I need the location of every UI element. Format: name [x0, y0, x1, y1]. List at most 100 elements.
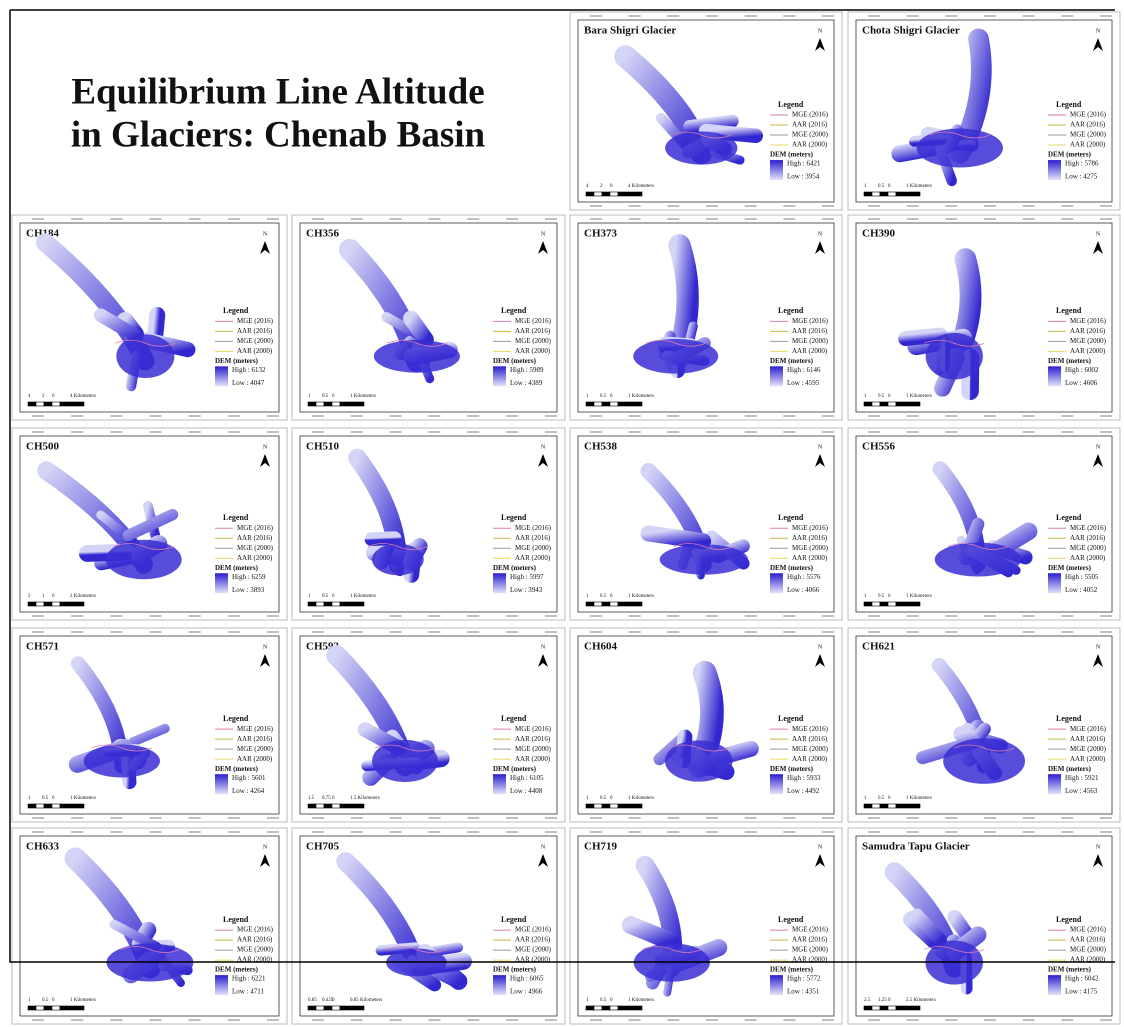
- legend-item: MGE (2016): [792, 317, 829, 325]
- title-line: in Glaciers: Chenab Basin: [71, 114, 486, 155]
- glacier-basin: [660, 544, 748, 574]
- scale-label: 1.25: [878, 998, 887, 1003]
- dem-ramp: [770, 366, 783, 386]
- north-label: N: [818, 644, 823, 650]
- scale-label: 1 Kilometers: [628, 998, 654, 1003]
- scale-label: 0.5: [878, 394, 885, 399]
- dem-low: Low : 3893: [232, 586, 265, 594]
- scale-label: 0.5: [42, 998, 49, 1003]
- legend-item: MGE (2000): [237, 745, 274, 753]
- glacier-name: CH390: [862, 228, 896, 240]
- scale-segment: [586, 402, 594, 406]
- dem-high: High : 5576: [787, 573, 821, 581]
- glacier-name: CH373: [584, 228, 618, 240]
- dem-low: Low : 4351: [787, 988, 820, 996]
- dem-title: DEM (meters): [770, 765, 814, 773]
- legend-item: AAR (2016): [515, 534, 551, 542]
- scale-segment: [602, 804, 610, 808]
- dem-high: High : 5772: [787, 975, 821, 983]
- scale-segment: [586, 1006, 594, 1010]
- legend-title: Legend: [778, 915, 804, 924]
- dem-title: DEM (meters): [1048, 564, 1092, 572]
- north-label: N: [541, 644, 546, 650]
- map-panel: CH621NLegendMGE (2016)AAR (2016)MGE (200…: [848, 628, 1120, 822]
- glacier-basin: [917, 129, 1003, 168]
- scale-segment: [594, 1006, 602, 1010]
- scale-segment: [896, 804, 920, 808]
- glacier-branch: [372, 538, 395, 539]
- scale-segment: [586, 804, 594, 808]
- dem-high: High : 6146: [787, 366, 821, 374]
- scale-segment: [44, 804, 52, 808]
- legend-item: MGE (2000): [1070, 745, 1107, 753]
- legend-title: Legend: [223, 513, 249, 522]
- scale-label: 1 Kilometers: [906, 394, 932, 399]
- scale-segment: [340, 1006, 364, 1010]
- scale-segment: [896, 402, 920, 406]
- scale-segment: [610, 1006, 618, 1010]
- dem-title: DEM (meters): [1048, 966, 1092, 974]
- legend-item: AAR (2000): [792, 141, 828, 149]
- legend-item: AAR (2016): [237, 936, 273, 944]
- legend-title: Legend: [501, 915, 527, 924]
- scale-segment: [594, 402, 602, 406]
- legend-item: MGE (2000): [515, 745, 552, 753]
- dem-low: Low : 4606: [1065, 379, 1098, 387]
- legend-item: MGE (2000): [1070, 131, 1107, 139]
- scale-segment: [52, 804, 60, 808]
- scale-label: 2 Kilometers: [70, 594, 96, 599]
- scale-segment: [610, 804, 618, 808]
- north-label: N: [263, 444, 268, 450]
- dem-low: Low : 4563: [1065, 787, 1098, 795]
- dem-title: DEM (meters): [215, 357, 259, 365]
- legend-item: AAR (2000): [515, 755, 551, 763]
- scale-segment: [36, 1006, 44, 1010]
- scale-segment: [60, 1006, 84, 1010]
- scale-segment: [52, 402, 60, 406]
- scale-segment: [332, 602, 340, 606]
- scale-segment: [44, 1006, 52, 1010]
- north-label: N: [1096, 444, 1101, 450]
- legend-title: Legend: [223, 306, 249, 315]
- glacier-name: CH510: [306, 441, 340, 453]
- scale-label: 1 Kilometers: [906, 184, 932, 189]
- glacier-name: Chota Shigri Glacier: [862, 25, 960, 37]
- dem-title: DEM (meters): [493, 966, 537, 974]
- dem-ramp: [770, 160, 783, 180]
- legend-title: Legend: [223, 714, 249, 723]
- legend-item: AAR (2016): [1070, 735, 1106, 743]
- dem-high: High : 6259: [232, 573, 266, 581]
- legend-item: MGE (2000): [515, 337, 552, 345]
- legend-item: MGE (2000): [792, 337, 829, 345]
- scale-label: 0.75: [322, 796, 331, 801]
- map-panel: CH571NLegendMGE (2016)AAR (2016)MGE (200…: [12, 628, 287, 822]
- map-panel: CH500NLegendMGE (2016)AAR (2016)MGE (200…: [12, 428, 287, 620]
- glacier-basin: [372, 544, 424, 576]
- dem-high: High : 6065: [510, 975, 544, 983]
- glacier-basin: [633, 339, 718, 374]
- scale-label: 2.5 Kilometers: [906, 998, 936, 1003]
- scale-segment: [324, 402, 332, 406]
- scale-segment: [880, 192, 888, 196]
- legend-item: MGE (2016): [1070, 111, 1107, 119]
- legend-item: AAR (2000): [237, 554, 273, 562]
- legend-item: MGE (2000): [792, 946, 829, 954]
- legend-title: Legend: [1056, 513, 1082, 522]
- scale-segment: [864, 602, 872, 606]
- scale-segment: [888, 192, 896, 196]
- legend-item: AAR (2000): [792, 347, 828, 355]
- legend-item: MGE (2000): [515, 544, 552, 552]
- scale-label: 1 Kilometers: [70, 998, 96, 1003]
- dem-ramp: [215, 573, 228, 593]
- dem-low: Low : 4047: [232, 379, 265, 387]
- dem-high: High : 5933: [787, 774, 821, 782]
- glacier-name: CH356: [306, 228, 340, 240]
- map-panel: CH556NLegendMGE (2016)AAR (2016)MGE (200…: [848, 428, 1120, 620]
- scale-segment: [324, 804, 332, 808]
- scale-segment: [594, 804, 602, 808]
- scale-segment: [28, 402, 36, 406]
- scale-label: 1.5 Kilometers: [350, 796, 380, 801]
- scale-label: 1 Kilometers: [70, 796, 96, 801]
- dem-title: DEM (meters): [1048, 765, 1092, 773]
